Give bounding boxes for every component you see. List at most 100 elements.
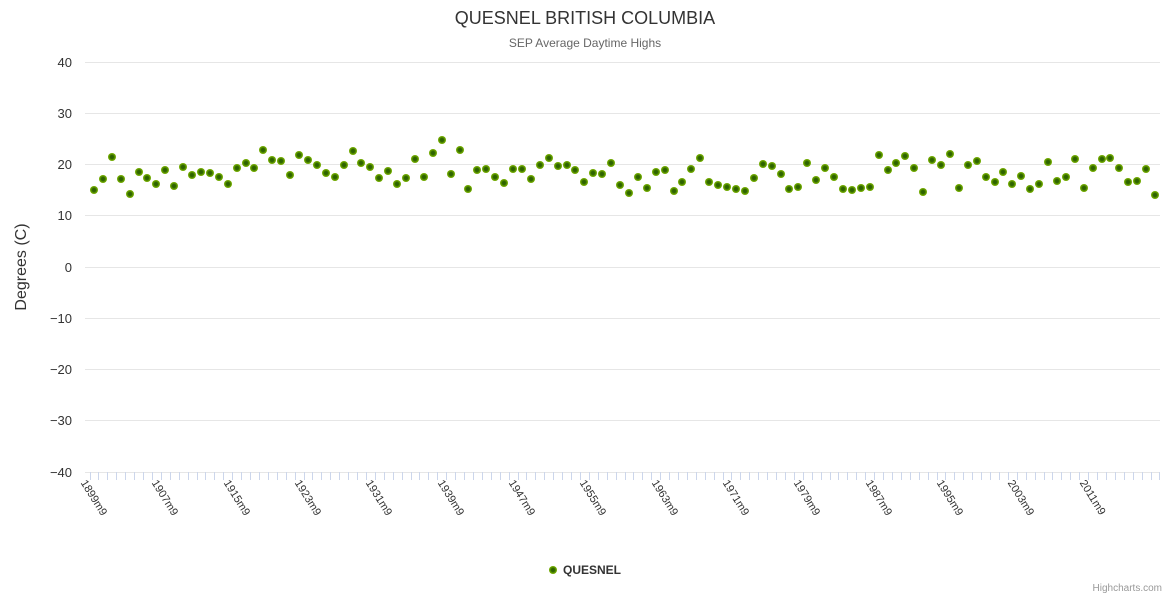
data-point[interactable] bbox=[865, 182, 874, 191]
data-point[interactable] bbox=[847, 185, 856, 194]
data-point[interactable] bbox=[491, 172, 500, 181]
data-point[interactable] bbox=[116, 174, 125, 183]
data-point[interactable] bbox=[384, 166, 393, 175]
data-point[interactable] bbox=[571, 166, 580, 175]
data-point[interactable] bbox=[152, 179, 161, 188]
data-point[interactable] bbox=[607, 159, 616, 168]
data-point[interactable] bbox=[740, 186, 749, 195]
data-point[interactable] bbox=[446, 169, 455, 178]
data-point[interactable] bbox=[803, 159, 812, 168]
data-point[interactable] bbox=[705, 178, 714, 187]
data-point[interactable] bbox=[1106, 154, 1115, 163]
data-point[interactable] bbox=[544, 154, 553, 163]
data-point[interactable] bbox=[500, 179, 509, 188]
data-point[interactable] bbox=[758, 159, 767, 168]
data-point[interactable] bbox=[223, 180, 232, 189]
data-point[interactable] bbox=[945, 150, 954, 159]
data-point[interactable] bbox=[1070, 154, 1079, 163]
data-point[interactable] bbox=[981, 172, 990, 181]
data-point[interactable] bbox=[838, 184, 847, 193]
data-point[interactable] bbox=[366, 163, 375, 172]
data-point[interactable] bbox=[553, 162, 562, 171]
data-point[interactable] bbox=[90, 186, 98, 195]
data-point[interactable] bbox=[1079, 183, 1088, 192]
data-point[interactable] bbox=[1088, 163, 1097, 172]
data-point[interactable] bbox=[812, 175, 821, 184]
data-point[interactable] bbox=[455, 146, 464, 155]
data-point[interactable] bbox=[410, 154, 419, 163]
data-point[interactable] bbox=[482, 165, 491, 174]
data-point[interactable] bbox=[179, 163, 188, 172]
data-point[interactable] bbox=[241, 159, 250, 168]
data-point[interactable] bbox=[1115, 163, 1124, 172]
data-point[interactable] bbox=[464, 185, 473, 194]
highcharts-credit[interactable]: Highcharts.com bbox=[1092, 583, 1162, 594]
data-point[interactable] bbox=[999, 168, 1008, 177]
data-point[interactable] bbox=[188, 170, 197, 179]
data-point[interactable] bbox=[642, 183, 651, 192]
data-point[interactable] bbox=[669, 186, 678, 195]
data-point[interactable] bbox=[687, 164, 696, 173]
data-point[interactable] bbox=[598, 170, 607, 179]
data-point[interactable] bbox=[731, 184, 740, 193]
data-point[interactable] bbox=[526, 174, 535, 183]
data-point[interactable] bbox=[161, 166, 170, 175]
data-point[interactable] bbox=[286, 171, 295, 180]
data-point[interactable] bbox=[1124, 178, 1133, 187]
data-point[interactable] bbox=[919, 187, 928, 196]
data-point[interactable] bbox=[785, 184, 794, 193]
data-point[interactable] bbox=[794, 183, 803, 192]
data-point[interactable] bbox=[339, 161, 348, 169]
data-point[interactable] bbox=[963, 160, 972, 169]
data-point[interactable] bbox=[295, 151, 304, 160]
data-point[interactable] bbox=[767, 162, 776, 171]
data-point[interactable] bbox=[1097, 155, 1106, 164]
data-point[interactable] bbox=[170, 182, 179, 191]
data-point[interactable] bbox=[143, 173, 152, 182]
data-point[interactable] bbox=[517, 164, 526, 173]
data-point[interactable] bbox=[214, 173, 223, 182]
data-point[interactable] bbox=[535, 161, 544, 169]
data-point[interactable] bbox=[678, 178, 687, 187]
data-point[interactable] bbox=[1133, 177, 1142, 186]
legend-item-quesnel[interactable]: QUESNEL bbox=[548, 563, 621, 577]
data-point[interactable] bbox=[633, 173, 642, 182]
data-point[interactable] bbox=[714, 181, 723, 189]
data-point[interactable] bbox=[723, 182, 732, 191]
data-point[interactable] bbox=[259, 146, 268, 155]
data-point[interactable] bbox=[972, 157, 981, 166]
data-point[interactable] bbox=[196, 168, 205, 177]
data-point[interactable] bbox=[277, 156, 286, 165]
data-point[interactable] bbox=[419, 172, 428, 181]
data-point[interactable] bbox=[616, 181, 625, 189]
data-point[interactable] bbox=[1017, 171, 1026, 180]
data-point[interactable] bbox=[1008, 180, 1017, 189]
data-point[interactable] bbox=[375, 174, 384, 183]
data-point[interactable] bbox=[107, 153, 116, 162]
data-point[interactable] bbox=[1035, 180, 1044, 189]
data-point[interactable] bbox=[651, 168, 660, 177]
data-point[interactable] bbox=[856, 184, 865, 193]
data-point[interactable] bbox=[874, 151, 883, 160]
data-point[interactable] bbox=[892, 158, 901, 167]
data-point[interactable] bbox=[1026, 184, 1035, 193]
data-point[interactable] bbox=[830, 172, 839, 181]
data-point[interactable] bbox=[330, 172, 339, 181]
data-point[interactable] bbox=[134, 168, 143, 177]
data-point[interactable] bbox=[250, 164, 259, 173]
data-point[interactable] bbox=[357, 158, 366, 167]
data-point[interactable] bbox=[776, 170, 785, 179]
data-point[interactable] bbox=[580, 177, 589, 186]
data-point[interactable] bbox=[562, 161, 571, 169]
data-point[interactable] bbox=[393, 179, 402, 188]
data-point[interactable] bbox=[428, 148, 437, 157]
data-point[interactable] bbox=[883, 165, 892, 174]
data-point[interactable] bbox=[402, 173, 411, 182]
data-point[interactable] bbox=[749, 174, 758, 183]
data-point[interactable] bbox=[268, 156, 277, 165]
data-point[interactable] bbox=[98, 174, 107, 183]
data-point[interactable] bbox=[1044, 158, 1052, 167]
data-point[interactable] bbox=[232, 164, 241, 173]
data-point[interactable] bbox=[937, 160, 946, 169]
data-point[interactable] bbox=[589, 169, 598, 178]
